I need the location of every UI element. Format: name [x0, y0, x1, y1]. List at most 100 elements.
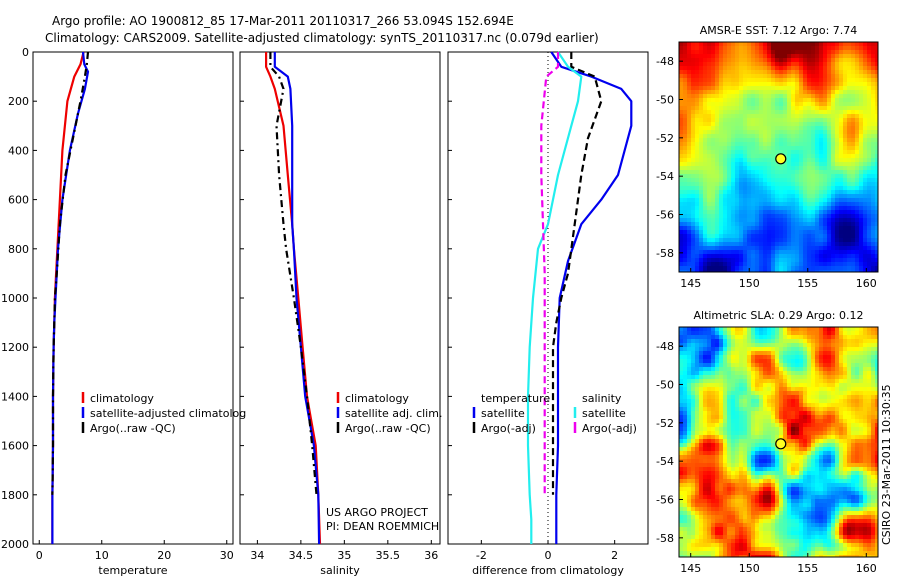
heatmap-cell [695, 375, 699, 379]
heatmap-cell [863, 126, 867, 130]
heatmap-cell [791, 363, 795, 367]
heatmap-cell [703, 90, 707, 94]
heatmap-cell [811, 42, 815, 46]
heatmap-cell [863, 130, 867, 134]
heatmap-cell [763, 158, 767, 162]
heatmap-cell [711, 90, 715, 94]
heatmap-cell [703, 62, 707, 66]
heatmap-cell [683, 258, 687, 262]
heatmap-cell [779, 246, 783, 250]
heatmap-cell [787, 194, 791, 198]
heatmap-cell [843, 58, 847, 62]
heatmap-cell [731, 154, 735, 158]
heatmap-cell [703, 266, 707, 270]
heatmap-cell [799, 66, 803, 70]
heatmap-cell [795, 154, 799, 158]
heatmap-cell [771, 74, 775, 78]
heatmap-cell [823, 126, 827, 130]
x-axis-label: temperature [98, 564, 167, 577]
heatmap-cell [863, 122, 867, 126]
heatmap-cell [767, 391, 771, 395]
heatmap-cell [787, 70, 791, 74]
heatmap-cell [767, 90, 771, 94]
heatmap-cell [691, 343, 695, 347]
heatmap-cell [759, 218, 763, 222]
heatmap-cell [679, 46, 683, 50]
heatmap-cell [683, 415, 687, 419]
heatmap-cell [695, 166, 699, 170]
heatmap-cell [715, 339, 719, 343]
heatmap-cell [731, 66, 735, 70]
heatmap-cell [711, 190, 715, 194]
heatmap-cell [831, 146, 835, 150]
heatmap-cell [707, 455, 711, 459]
heatmap-cell [795, 355, 799, 359]
heatmap-cell [795, 122, 799, 126]
heatmap-cell [807, 138, 811, 142]
heatmap-cell [711, 162, 715, 166]
heatmap-cell [731, 419, 735, 423]
heatmap-cell [775, 142, 779, 146]
heatmap-cell [711, 230, 715, 234]
heatmap-cell [747, 415, 751, 419]
heatmap-cell [695, 222, 699, 226]
heatmap-cell [831, 371, 835, 375]
heatmap-cell [787, 347, 791, 351]
heatmap-cell [767, 459, 771, 463]
heatmap-cell [875, 467, 878, 471]
heatmap-cell [751, 423, 755, 427]
heatmap-cell [739, 483, 743, 487]
heatmap-cell [751, 170, 755, 174]
heatmap-cell [831, 435, 835, 439]
heatmap-cell [771, 106, 775, 110]
heatmap-cell [843, 339, 847, 343]
y-tick-label: 1000 [1, 292, 29, 305]
heatmap-cell [859, 266, 863, 270]
heatmap-cell [779, 198, 783, 202]
heatmap-cell [819, 110, 823, 114]
heatmap-cell [691, 359, 695, 363]
heatmap-cell [843, 463, 847, 467]
heatmap-cell [819, 339, 823, 343]
heatmap-cell [823, 206, 827, 210]
heatmap-cell [763, 170, 767, 174]
heatmap-cell [759, 335, 763, 339]
heatmap-cell [683, 367, 687, 371]
heatmap-cell [739, 66, 743, 70]
heatmap-cell [799, 463, 803, 467]
heatmap-cell [823, 447, 827, 451]
heatmap-cell [747, 355, 751, 359]
heatmap-cell [811, 150, 815, 154]
heatmap-cell [759, 142, 763, 146]
heatmap-cell [771, 355, 775, 359]
heatmap-cell [851, 403, 855, 407]
heatmap-cell [791, 126, 795, 130]
heatmap-cell [731, 479, 735, 483]
heatmap-cell [763, 427, 767, 431]
heatmap-cell [851, 391, 855, 395]
heatmap-cell [683, 327, 687, 331]
heatmap-cell [679, 483, 683, 487]
heatmap-cell [823, 467, 827, 471]
heatmap-cell [747, 383, 751, 387]
heatmap-cell [763, 483, 767, 487]
heatmap-cell [723, 407, 727, 411]
heatmap-cell [831, 170, 835, 174]
heatmap-cell [867, 154, 871, 158]
heatmap-cell [823, 443, 827, 447]
heatmap-cell [779, 70, 783, 74]
heatmap-cell [867, 134, 871, 138]
heatmap-cell [847, 110, 851, 114]
heatmap-cell [707, 246, 711, 250]
heatmap-cell [703, 371, 707, 375]
heatmap-cell [691, 415, 695, 419]
y-tick-label: 1800 [1, 489, 29, 502]
heatmap-cell [771, 339, 775, 343]
heatmap-cell [719, 415, 723, 419]
heatmap-cell [739, 114, 743, 118]
heatmap-cell [703, 178, 707, 182]
heatmap-cell [779, 266, 783, 270]
heatmap-cell [835, 479, 839, 483]
heatmap-cell [783, 226, 787, 230]
heatmap-cell [815, 158, 819, 162]
